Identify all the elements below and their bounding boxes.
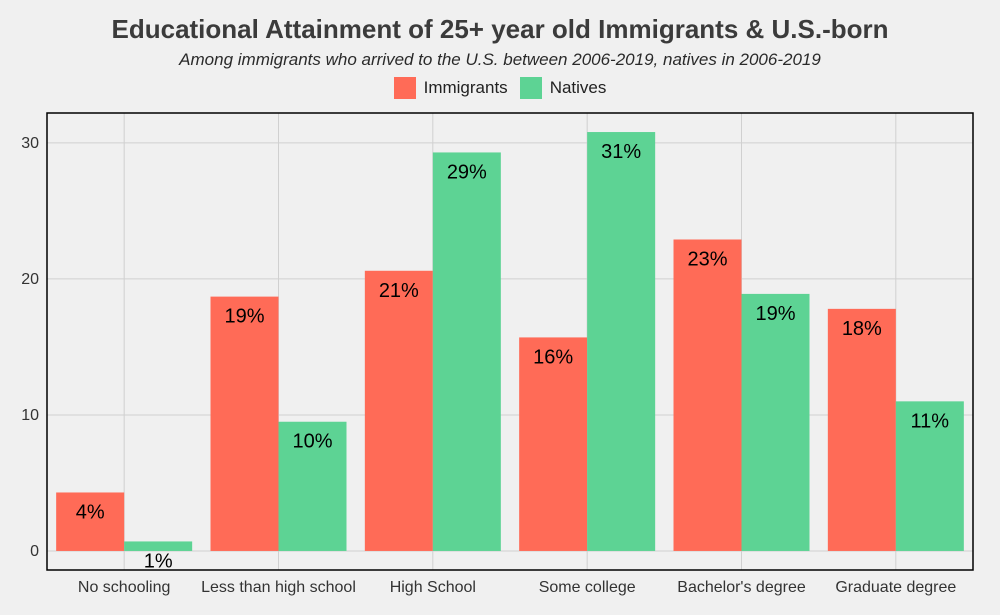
legend-swatch-natives: [519, 77, 542, 99]
data-label-immigrants-0: 4%: [76, 501, 105, 523]
bar-immigrants-1: [210, 296, 279, 551]
plot-border: [46, 112, 974, 571]
bar-natives-4: [741, 293, 810, 551]
x-tick-label: Bachelor's degree: [677, 579, 806, 596]
data-label-natives-5: 11%: [911, 410, 950, 432]
y-tick-label: 0: [30, 543, 39, 560]
x-tick-label: Graduate degree: [835, 579, 956, 596]
bar-immigrants-3: [519, 337, 588, 551]
data-label-immigrants-5: 18%: [842, 318, 882, 340]
legend-item-immigrants: Immigrants: [393, 77, 508, 99]
x-tick-label: No schooling: [78, 579, 171, 596]
bar-natives-3: [587, 132, 656, 551]
y-tick-label: 20: [21, 271, 39, 288]
bar-natives-5: [895, 401, 964, 551]
data-label-natives-0: 1%: [144, 550, 173, 572]
x-tick-label: Some college: [539, 579, 636, 596]
bar-natives-2: [432, 152, 501, 551]
data-label-immigrants-4: 23%: [687, 248, 727, 270]
data-label-immigrants-1: 19%: [224, 306, 264, 328]
data-label-natives-4: 19%: [755, 303, 795, 325]
bar-immigrants-4: [673, 239, 742, 551]
chart-title: Educational Attainment of 25+ year old I…: [111, 14, 889, 44]
data-label-immigrants-3: 16%: [533, 346, 573, 368]
bar-immigrants-0: [56, 492, 125, 551]
plot-background: [47, 113, 973, 570]
legend-label-natives: Natives: [549, 78, 607, 97]
data-label-natives-3: 31%: [601, 141, 641, 163]
bar-natives-0: [124, 541, 193, 551]
x-tick-label: High School: [390, 579, 476, 596]
legend-swatch-immigrants: [393, 77, 416, 99]
chart-subtitle: Among immigrants who arrived to the U.S.…: [179, 50, 821, 69]
x-tick-label: Less than high school: [201, 579, 356, 596]
bar-natives-1: [278, 421, 347, 551]
y-tick-label: 30: [21, 135, 39, 152]
y-tick-label: 10: [21, 407, 39, 424]
bar-immigrants-2: [364, 270, 433, 551]
data-label-immigrants-2: 21%: [379, 280, 419, 302]
data-label-natives-2: 29%: [447, 161, 487, 183]
bar-immigrants-5: [827, 308, 896, 551]
legend: Immigrants Natives: [0, 77, 1000, 99]
data-label-natives-1: 10%: [292, 431, 332, 453]
legend-item-natives: Natives: [519, 77, 607, 99]
legend-label-immigrants: Immigrants: [423, 78, 508, 97]
